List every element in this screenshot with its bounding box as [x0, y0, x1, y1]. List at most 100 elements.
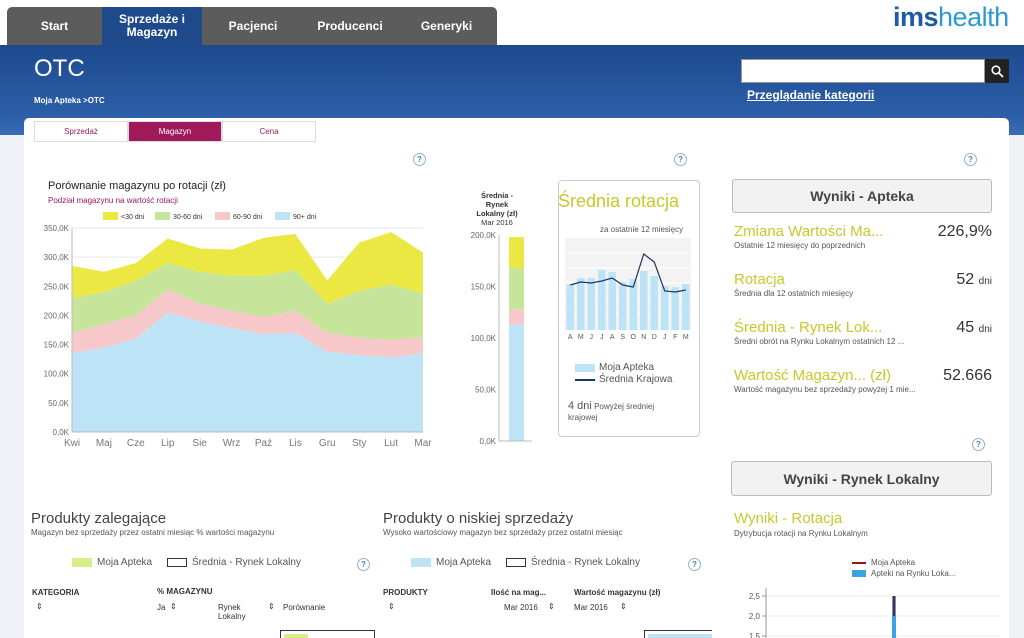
help-icon[interactable]: ? — [688, 558, 701, 571]
breadcrumb[interactable]: Moja Apteka >OTC — [34, 96, 105, 105]
browse-categories-link[interactable]: Przeglądanie kategorii — [747, 88, 875, 102]
y-tick-label: 2,5 — [749, 592, 761, 601]
lowsales-legend-2: Średnia - Rynek Lokalny — [531, 557, 640, 568]
kpi-value: 45 dni — [956, 319, 992, 336]
local-distribution-chart: 2,5 2,0 1,5 — [749, 588, 1000, 638]
x-tick-label: A — [610, 334, 615, 341]
col-products[interactable]: PRODUKTY — [383, 588, 428, 597]
rotation-bar — [608, 272, 616, 330]
help-icon[interactable]: ? — [357, 558, 370, 571]
legend-swatch — [575, 363, 595, 372]
results-local-header: Wyniki - Rynek Lokalny — [731, 461, 992, 496]
legend-swatch — [72, 558, 92, 567]
help-icon[interactable]: ? — [413, 153, 426, 166]
lowsales-title: Produkty o niskiej sprzedaży — [383, 510, 574, 527]
bar-segment-30dni — [509, 237, 524, 268]
area-series-30dni — [72, 232, 423, 304]
kpi-label[interactable]: Wartość Magazyn... (zł) — [734, 367, 891, 384]
rotation-bar — [629, 279, 637, 330]
rotation-bar — [566, 284, 574, 330]
kpi-label[interactable]: Zmiana Wartości Ma... — [734, 223, 884, 240]
main-nav: Start Sprzedaże i Magazyn Pacjenci Produ… — [7, 7, 497, 45]
x-tick-label: J — [600, 334, 604, 341]
x-tick-label: Maj — [96, 438, 112, 449]
lagging-legend-1: Moja Apteka — [97, 557, 153, 568]
area-series-3060dni — [72, 262, 423, 340]
subtab-price[interactable]: Cena — [222, 121, 316, 142]
kpi-label[interactable]: Średnia - Rynek Lok... — [734, 319, 883, 336]
legend-swatch — [215, 212, 230, 220]
y-tick-label: 300,0K — [44, 253, 70, 262]
x-tick-label: Sie — [192, 438, 207, 449]
compare-bar-fill — [648, 634, 712, 638]
y-tick-label: 100,0K — [471, 334, 497, 343]
legend-swatch — [103, 212, 118, 220]
subtab-sales[interactable]: Sprzedaż — [34, 121, 128, 142]
nav-tab-producers[interactable]: Producenci — [317, 18, 383, 33]
col-stock-pct[interactable]: % MAGAZYNU — [157, 587, 213, 596]
search-input[interactable] — [741, 59, 985, 83]
sort-icon[interactable]: ⇕ — [36, 602, 43, 611]
bar-segment-90dni — [509, 324, 524, 441]
rotation-bar — [682, 284, 690, 330]
sort-icon[interactable]: ⇕ — [388, 602, 395, 611]
bar-segment-6090dni — [509, 309, 524, 325]
col-quantity[interactable]: Ilość na mag... — [491, 588, 547, 597]
rotation-legend-line: Średnia Krajowa — [599, 374, 673, 385]
bar-segment-3060dni — [509, 267, 524, 310]
x-tick-label: Lip — [161, 438, 175, 449]
y-tick-label: 2,0 — [749, 612, 761, 621]
legend-label: 60-90 dni — [233, 214, 263, 221]
legend-label: 90+ dni — [293, 214, 317, 221]
lagging-title: Produkty zalegające — [31, 510, 167, 527]
nav-tab-start[interactable]: Start — [40, 18, 69, 33]
local-results-desc: Dytrybucja rotacji na Rynku Lokalnym — [734, 529, 868, 538]
y-tick-label: 0,0K — [53, 428, 70, 437]
sort-icon[interactable]: ⇕ — [170, 602, 177, 611]
help-icon[interactable]: ? — [674, 153, 687, 166]
kpi-label[interactable]: Rotacja — [734, 271, 785, 288]
rotation-above-text2: krajowej — [568, 413, 598, 422]
x-tick-label: Gru — [319, 438, 336, 449]
x-tick-label: Lut — [384, 438, 398, 449]
sub-col-me[interactable]: Ja — [157, 603, 166, 612]
x-tick-label: Cze — [127, 438, 145, 449]
nav-tab-sales-stock[interactable]: Sprzedaże i Magazyn — [102, 7, 202, 45]
legend-label: <30 dni — [121, 214, 145, 221]
compare-bar — [644, 630, 712, 638]
nav-tab-generics[interactable]: Generyki — [420, 18, 473, 33]
help-icon[interactable]: ? — [964, 153, 977, 166]
area-series-6090dni — [72, 289, 423, 358]
rotation-national-line — [570, 253, 686, 293]
rotation-bar — [671, 287, 679, 330]
sub-col-date2[interactable]: Mar 2016 — [574, 603, 608, 612]
y-tick-label: 50,0K — [48, 399, 70, 408]
sub-col-local[interactable]: Rynek Lokalny — [218, 603, 246, 621]
rotation-bar — [661, 286, 669, 330]
sort-icon[interactable]: ⇕ — [620, 602, 627, 611]
rotation-card — [558, 180, 700, 437]
subtab-stock[interactable]: Magazyn — [128, 121, 222, 142]
sub-col-date1[interactable]: Mar 2016 — [504, 603, 538, 612]
x-tick-label: N — [641, 334, 646, 341]
stock-rotation-area-chart: <30 dni 30-60 dni 60-90 dni 90+ dni 0,0K 50,0… — [44, 212, 432, 449]
y-tick-label: 200,0K — [471, 231, 497, 240]
col-value[interactable]: Wartość magazynu (zł) — [574, 588, 661, 597]
help-icon[interactable]: ? — [972, 438, 985, 451]
sort-icon[interactable]: ⇕ — [268, 602, 275, 611]
legend-line — [575, 378, 595, 381]
legend-swatch — [167, 558, 187, 567]
col-category[interactable]: KATEGORIA — [32, 588, 80, 597]
x-tick-label: O — [631, 334, 637, 341]
y-tick-label: 250,0K — [44, 282, 70, 291]
lowsales-subtitle: Wysoko wartościowy magazyn bez sprzedaży… — [383, 528, 623, 537]
main-chart-subtitle: Podział magazynu na wartość rotacji — [48, 196, 178, 205]
kpi-value: 52.666 — [943, 367, 992, 384]
nav-tab-patients[interactable]: Pacjenci — [228, 18, 278, 33]
local-results-subtitle: Wyniki - Rotacja — [734, 510, 843, 527]
sort-icon[interactable]: ⇕ — [548, 602, 555, 611]
compare-bar — [280, 630, 375, 638]
sub-col-compare[interactable]: Porównanie — [283, 603, 326, 612]
search-button[interactable] — [985, 59, 1009, 83]
